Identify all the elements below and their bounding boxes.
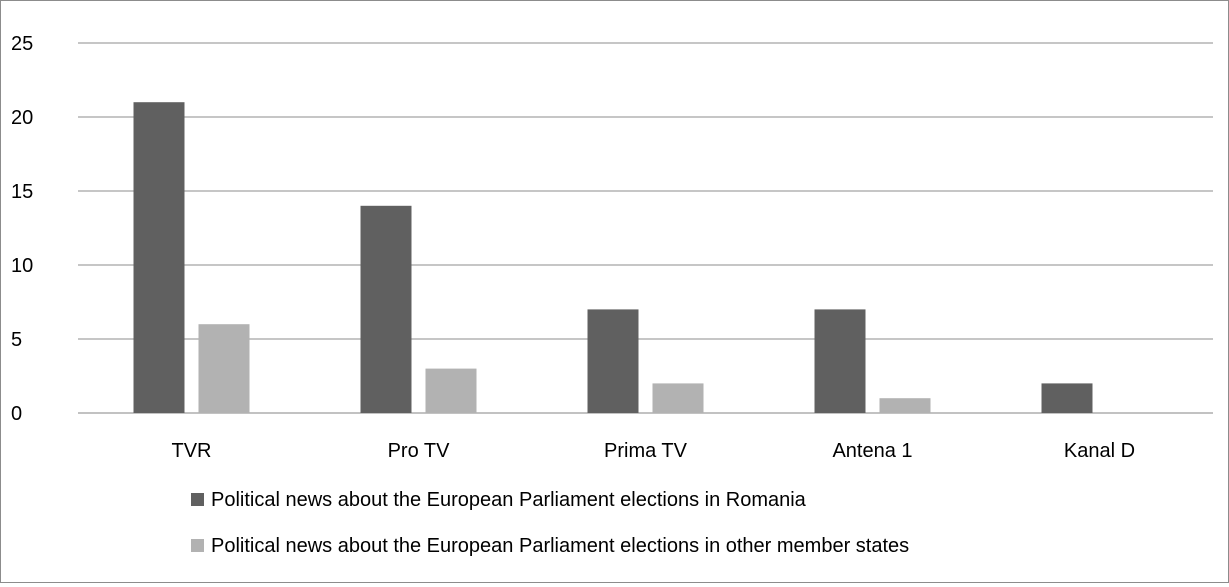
x-tick-label: Kanal D — [1064, 440, 1135, 462]
y-tick-label: 25 — [11, 33, 33, 55]
legend-label: Political news about the European Parlia… — [211, 535, 909, 557]
x-tick-label: Pro TV — [388, 440, 451, 462]
bar-other-states-0 — [198, 324, 250, 413]
bar-other-states-3 — [879, 398, 931, 413]
x-axis-ticks: TVR Pro TV Prima TV Antena 1 Kanal D — [172, 440, 1136, 462]
y-tick-label: 20 — [11, 107, 33, 129]
gridlines — [78, 42, 1213, 414]
bar-romania-4 — [1041, 383, 1093, 413]
bar-romania-0 — [133, 102, 185, 413]
bar-other-states-1 — [425, 368, 477, 413]
legend-label: Political news about the European Parlia… — [211, 489, 807, 511]
y-tick-label: 5 — [11, 329, 22, 351]
legend-swatch — [191, 493, 204, 506]
x-tick-label: Prima TV — [604, 440, 688, 462]
bar-romania-1 — [360, 205, 412, 413]
bars — [133, 102, 1093, 413]
y-axis-ticks: 0 5 10 15 20 25 — [11, 33, 33, 425]
bar-romania-2 — [587, 309, 639, 413]
y-tick-label: 10 — [11, 255, 33, 277]
y-tick-label: 15 — [11, 181, 33, 203]
x-tick-label: TVR — [172, 440, 212, 462]
bar-romania-3 — [814, 309, 866, 413]
x-tick-label: Antena 1 — [832, 440, 912, 462]
legend-swatch — [191, 539, 204, 552]
legend: Political news about the European Parlia… — [191, 489, 909, 557]
y-tick-label: 0 — [11, 403, 22, 425]
bar-other-states-2 — [652, 383, 704, 413]
